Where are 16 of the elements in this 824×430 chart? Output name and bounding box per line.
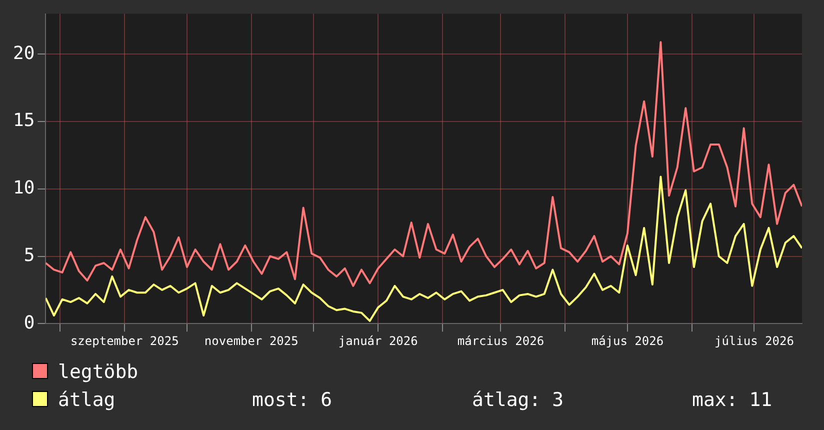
- x-tick-label: július 2026: [714, 334, 794, 348]
- y-tick-label: 5: [24, 244, 35, 266]
- text: átlag: 3: [472, 389, 565, 411]
- x-tick-label: szeptember 2025: [70, 334, 179, 348]
- legend-label: legtöbb: [58, 361, 138, 383]
- y-tick-label: 15: [12, 110, 35, 132]
- x-tick-label: május 2026: [591, 334, 664, 348]
- text: most: 6: [252, 389, 334, 411]
- text: max: 11: [692, 389, 774, 411]
- y-tick-label: 20: [12, 42, 35, 64]
- x-tick-label: november 2025: [204, 334, 298, 348]
- x-tick-label: január 2026: [338, 334, 418, 348]
- y-tick-label: 0: [24, 312, 35, 334]
- y-tick-label: 10: [12, 178, 35, 199]
- legend-label: átlag: [58, 389, 116, 411]
- x-tick-label: március 2026: [457, 334, 544, 348]
